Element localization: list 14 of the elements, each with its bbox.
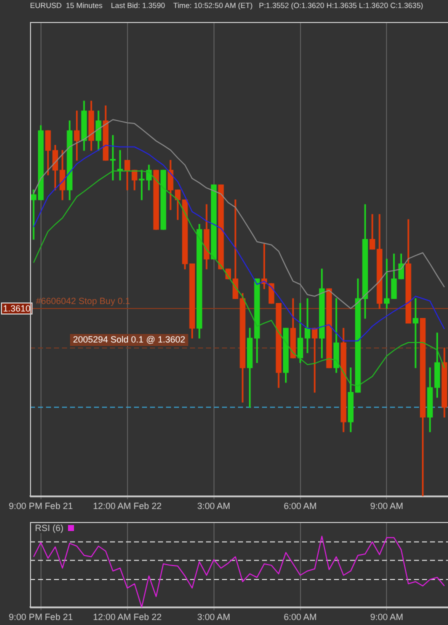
x-tick-label: 9:00 AM <box>370 501 404 512</box>
x-tick-label: 9:00 PM Feb 21 <box>8 501 73 512</box>
ref-line-label: 2005294 Sold 0.1 @ 1.3602 <box>73 334 186 344</box>
annotation: 1.3610 <box>3 303 31 314</box>
x-tick-label: 9:00 AM <box>370 612 404 622</box>
x-tick-label: 6:00 AM <box>284 501 317 512</box>
x-tick-label: 12:00 AM Feb 22 <box>93 612 162 622</box>
x-tick-label: 3:00 AM <box>197 612 230 622</box>
ref-line-label: #6606042 Stop Buy 0.1 <box>36 296 130 306</box>
x-tick-label: 9:00 PM Feb 21 <box>8 612 73 622</box>
legend-label: RSI (6) <box>35 523 64 533</box>
x-tick-label: 6:00 AM <box>284 612 317 622</box>
x-tick-label: 12:00 AM Feb 22 <box>93 501 162 512</box>
x-tick-label: 3:00 AM <box>197 501 230 512</box>
